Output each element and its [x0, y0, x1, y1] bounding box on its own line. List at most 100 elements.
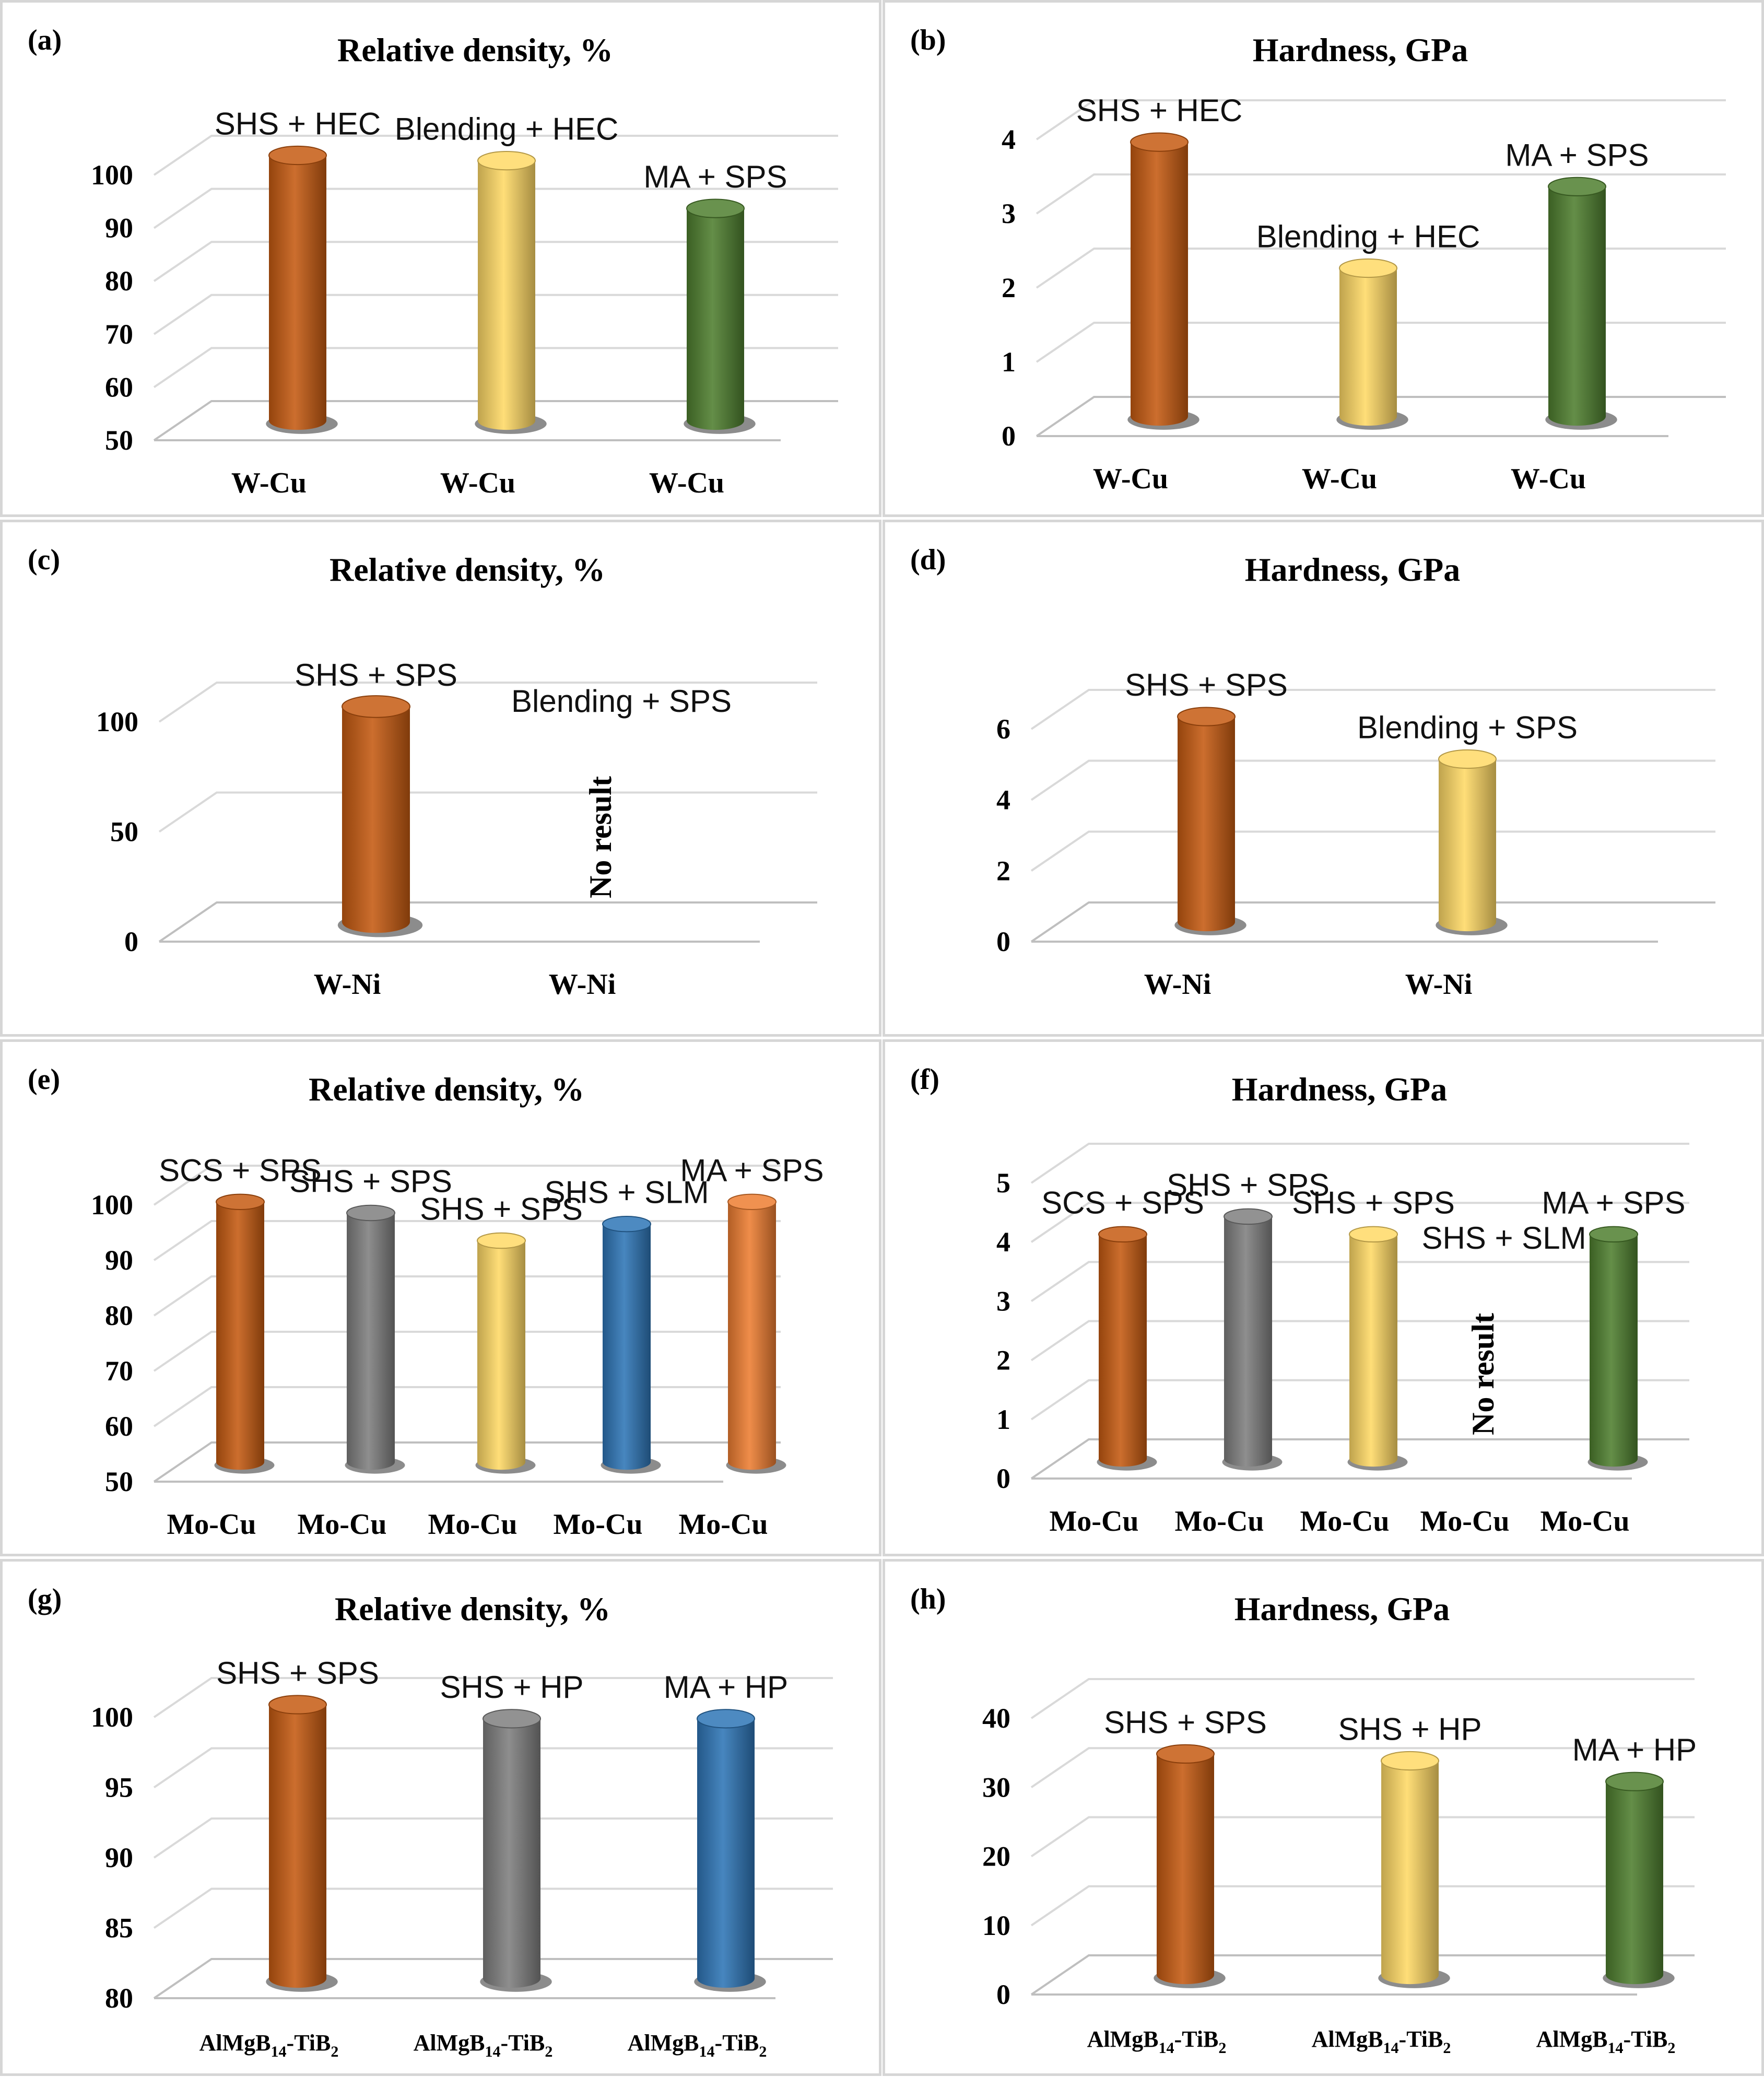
category-label: Mo-Cu [1049, 1505, 1138, 1538]
y-tick-label: 40 [982, 1703, 1010, 1734]
chart-panel-g: (g) Relative density, % 80 85 90 95 100 AlMgB14… [0, 1559, 881, 2076]
gridline [153, 1165, 781, 1206]
category-label: Mo-Cu [1300, 1505, 1389, 1538]
gridline [153, 1747, 833, 1789]
bar [1548, 186, 1606, 426]
bar [1590, 1234, 1638, 1467]
y-tick-label: 100 [96, 706, 138, 737]
y-tick-label: 1 [1002, 346, 1016, 378]
y-tick-label: 85 [105, 1913, 133, 1944]
y-tick-label: 0 [996, 1463, 1010, 1494]
chart-title: Hardness, GPa [1234, 1590, 1450, 1627]
y-tick-label: 70 [105, 1355, 133, 1387]
bar-top [697, 1709, 755, 1729]
gridline [1036, 99, 1726, 140]
chart-svg-h: (h) Hardness, GPa 0 10 20 30 40 AlMgB14-TiB2 SHS… [910, 1583, 1697, 2057]
y-tick-label: 4 [996, 1226, 1010, 1258]
data-label: SCS + SPS [159, 1153, 322, 1188]
data-label: SHS + HP [440, 1670, 583, 1705]
gridline [1030, 1954, 1695, 1996]
category-label: Mo-Cu [1174, 1505, 1264, 1538]
category-label: W-Cu [1093, 463, 1168, 495]
y-tick-label: 10 [982, 1910, 1010, 1941]
y-tick-label: 30 [982, 1772, 1010, 1803]
gridline [153, 1441, 781, 1483]
panel-label: (e) [28, 1063, 60, 1096]
data-label: SHS + SLM [1421, 1221, 1586, 1256]
bar-top [1156, 1744, 1215, 1764]
data-label: Blending + SPS [511, 684, 732, 719]
chart-svg-f: (f) Hardness, GPa 0 1 2 3 4 5 Mo-Cu SCS + SPS Mo-C… [910, 1063, 1689, 1538]
bar-top [602, 1215, 651, 1233]
bar-top [686, 198, 745, 218]
panel-label: (g) [28, 1583, 62, 1615]
bar-top [346, 1204, 395, 1222]
gridline [1036, 173, 1726, 215]
category-label: W-Cu [440, 467, 515, 499]
gridline [1030, 1885, 1695, 1927]
bar-top [477, 151, 536, 171]
bar [1131, 142, 1188, 426]
bar [269, 1704, 326, 1988]
bar [269, 155, 326, 430]
bar [1099, 1234, 1147, 1467]
category-label: W-Ni [1144, 968, 1212, 1001]
category-label: W-Ni [1405, 968, 1473, 1001]
bar [1339, 268, 1397, 426]
gridline [153, 135, 838, 176]
bar [687, 208, 744, 430]
data-label: SHS + SPS [295, 658, 457, 693]
bar-top [1381, 1751, 1439, 1771]
gridline [1030, 1816, 1695, 1858]
chart-panel-e: (e) Relative density, % 50 60 70 80 90 100 Mo-Cu… [0, 1039, 881, 1556]
bar [603, 1224, 651, 1470]
gridline [153, 1220, 781, 1261]
bar [1381, 1761, 1439, 1985]
chart-title: Hardness, GPa [1232, 1071, 1447, 1108]
category-label: Mo-Cu [428, 1508, 517, 1541]
chart-panel-h: (h) Hardness, GPa 0 10 20 30 40 AlMgB14-TiB2 SHS… [883, 1559, 1764, 2076]
bar-top [268, 145, 327, 166]
y-tick-label: 0 [996, 1979, 1010, 2010]
category-label: AlMgB14-TiB2 [199, 2030, 339, 2060]
gridline [1030, 830, 1715, 872]
bar-top [727, 1193, 777, 1211]
bar [342, 706, 410, 933]
panel-label: (b) [910, 24, 946, 56]
panel-label: (a) [28, 24, 62, 56]
chart-panel-a: (a) Relative density, % 50 60 70 80 90 100 W-Cu S… [0, 0, 881, 517]
bar [1606, 1781, 1663, 1985]
data-label: SHS + SPS [289, 1164, 452, 1199]
chart-panel-f: (f) Hardness, GPa 0 1 2 3 4 5 Mo-Cu SCS + SPS Mo-C… [883, 1039, 1764, 1556]
bar [697, 1718, 755, 1988]
y-tick-label: 100 [91, 1189, 133, 1221]
bar-top [1548, 177, 1606, 196]
y-tick-label: 80 [105, 265, 133, 297]
y-tick-label: 50 [105, 1466, 133, 1497]
bar [478, 160, 535, 430]
gridline [153, 294, 838, 335]
y-tick-label: 2 [1002, 272, 1016, 303]
bar-top [1130, 132, 1189, 152]
chart-svg-c: (c) Relative density, % 0 50 100 W-Ni SHS + SP… [28, 544, 817, 1001]
bar [1178, 717, 1235, 932]
category-label: W-Cu [231, 467, 307, 499]
category-label: Mo-Cu [1420, 1505, 1509, 1538]
bar-top [477, 1232, 526, 1249]
gridline [1030, 1379, 1689, 1421]
chart-svg-b: (b) Hardness, GPa 0 1 2 3 4 W-Cu SHS + HEC W-Cu Bl… [910, 24, 1726, 495]
gridline [1030, 1143, 1689, 1184]
gridline [153, 1386, 781, 1427]
y-tick-label: 20 [982, 1841, 1010, 1872]
y-tick-label: 3 [996, 1285, 1010, 1317]
chart-title: Relative density, % [335, 1590, 610, 1627]
gridline [153, 241, 838, 282]
y-tick-label: 90 [105, 1842, 133, 1873]
panel-label: (d) [910, 544, 946, 576]
bar [728, 1202, 776, 1470]
data-label: SHS + SPS [216, 1656, 379, 1691]
gridline [153, 1817, 833, 1859]
y-tick-label: 0 [1002, 420, 1016, 452]
bar-top [1349, 1226, 1398, 1243]
